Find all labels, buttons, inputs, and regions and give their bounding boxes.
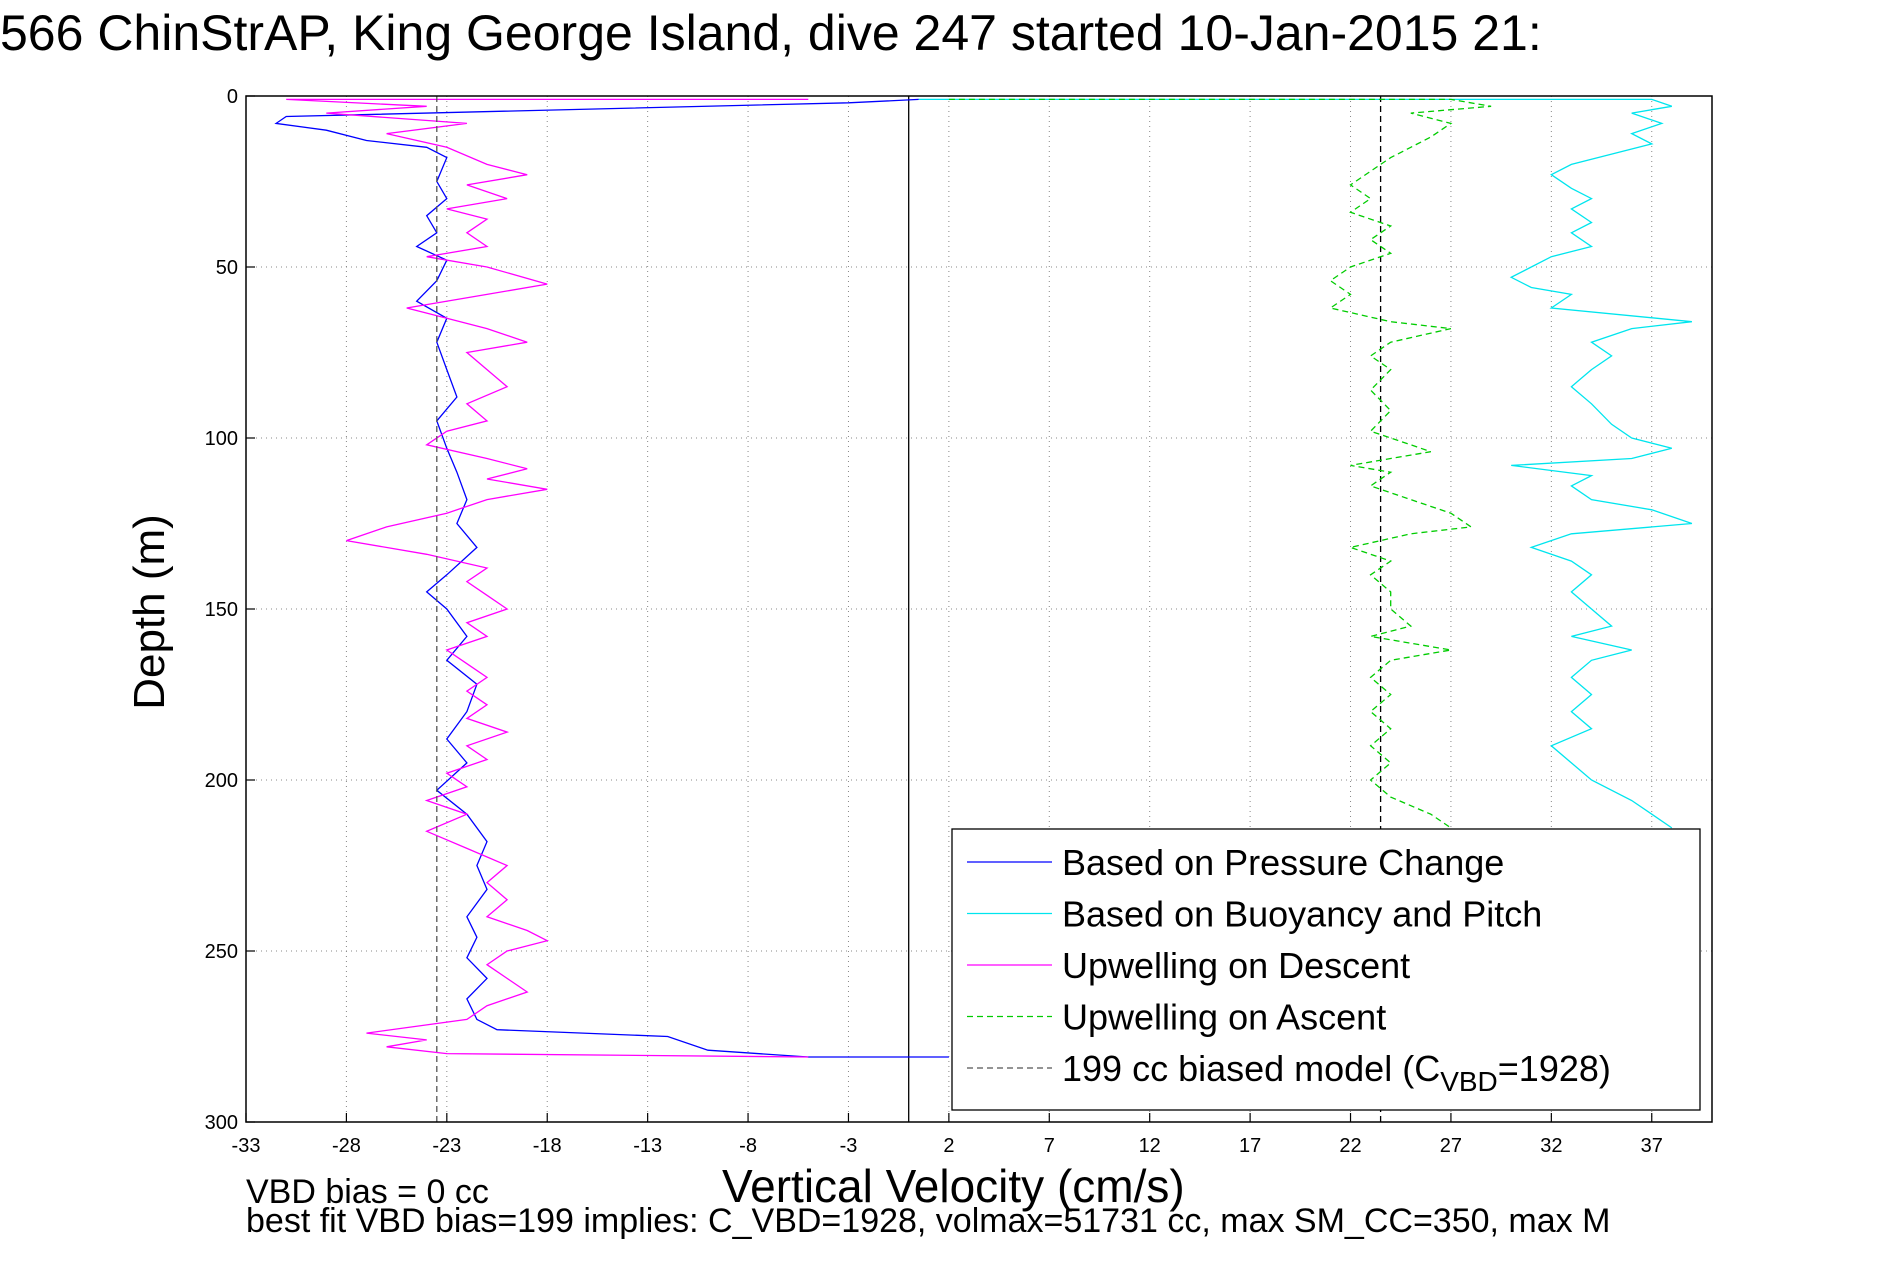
series-line-2 (286, 98, 809, 1058)
axis-ticks: -33 -28 -23 -18 -13 -8 -3 2 7 12 17 22 27 32 370501001… (205, 86, 1663, 1157)
y-tick-label: 150 (205, 599, 238, 621)
chart-title: 566 ChinStrAP, King George Island, dive … (0, 5, 1542, 61)
x-tick-label: -28 (332, 1135, 361, 1157)
y-axis-label: Depth (m) (125, 514, 174, 710)
y-tick-label: 50 (216, 257, 238, 279)
legend-label: Based on Buoyancy and Pitch (1062, 894, 1542, 935)
x-tick-label: 2 (943, 1135, 954, 1157)
y-tick-label: 100 (205, 428, 238, 450)
x-tick-label: 22 (1339, 1135, 1361, 1157)
y-tick-label: 0 (227, 86, 238, 108)
x-tick-label: -23 (432, 1135, 461, 1157)
legend-label: Based on Pressure Change (1062, 842, 1504, 883)
x-axis-label: Vertical Velocity (cm/s) (722, 1160, 1185, 1212)
x-tick-label: -3 (840, 1135, 858, 1157)
legend-label: Upwelling on Ascent (1062, 997, 1386, 1038)
legend-label: 199 cc biased model (CVBD=1928) (1062, 1048, 1611, 1097)
x-tick-label: 7 (1044, 1135, 1055, 1157)
best-fit-note: best fit VBD bias=199 implies: C_VBD=192… (246, 1202, 1611, 1240)
x-tick-label: -8 (739, 1135, 757, 1157)
x-tick-label: -18 (533, 1135, 562, 1157)
x-tick-label: -33 (232, 1135, 261, 1157)
x-tick-label: 32 (1540, 1135, 1562, 1157)
vbd-bias-note: VBD bias = 0 cc (246, 1173, 489, 1211)
x-tick-label: 17 (1239, 1135, 1261, 1157)
series-line-0 (274, 98, 949, 1058)
y-tick-label: 300 (205, 1112, 238, 1134)
series-line-3 (948, 98, 1492, 829)
x-tick-label: -13 (633, 1135, 662, 1157)
legend-box (951, 828, 1701, 1111)
series-line-1 (918, 98, 1693, 829)
x-tick-label: 27 (1440, 1135, 1462, 1157)
legend: Based on Pressure Change Based on Buoyanc… (951, 828, 1701, 1111)
legend-label: Upwelling on Descent (1062, 945, 1410, 986)
x-tick-label: 37 (1641, 1135, 1663, 1157)
y-tick-label: 200 (205, 770, 238, 792)
x-tick-label: 12 (1139, 1135, 1161, 1157)
y-tick-label: 250 (205, 941, 238, 963)
